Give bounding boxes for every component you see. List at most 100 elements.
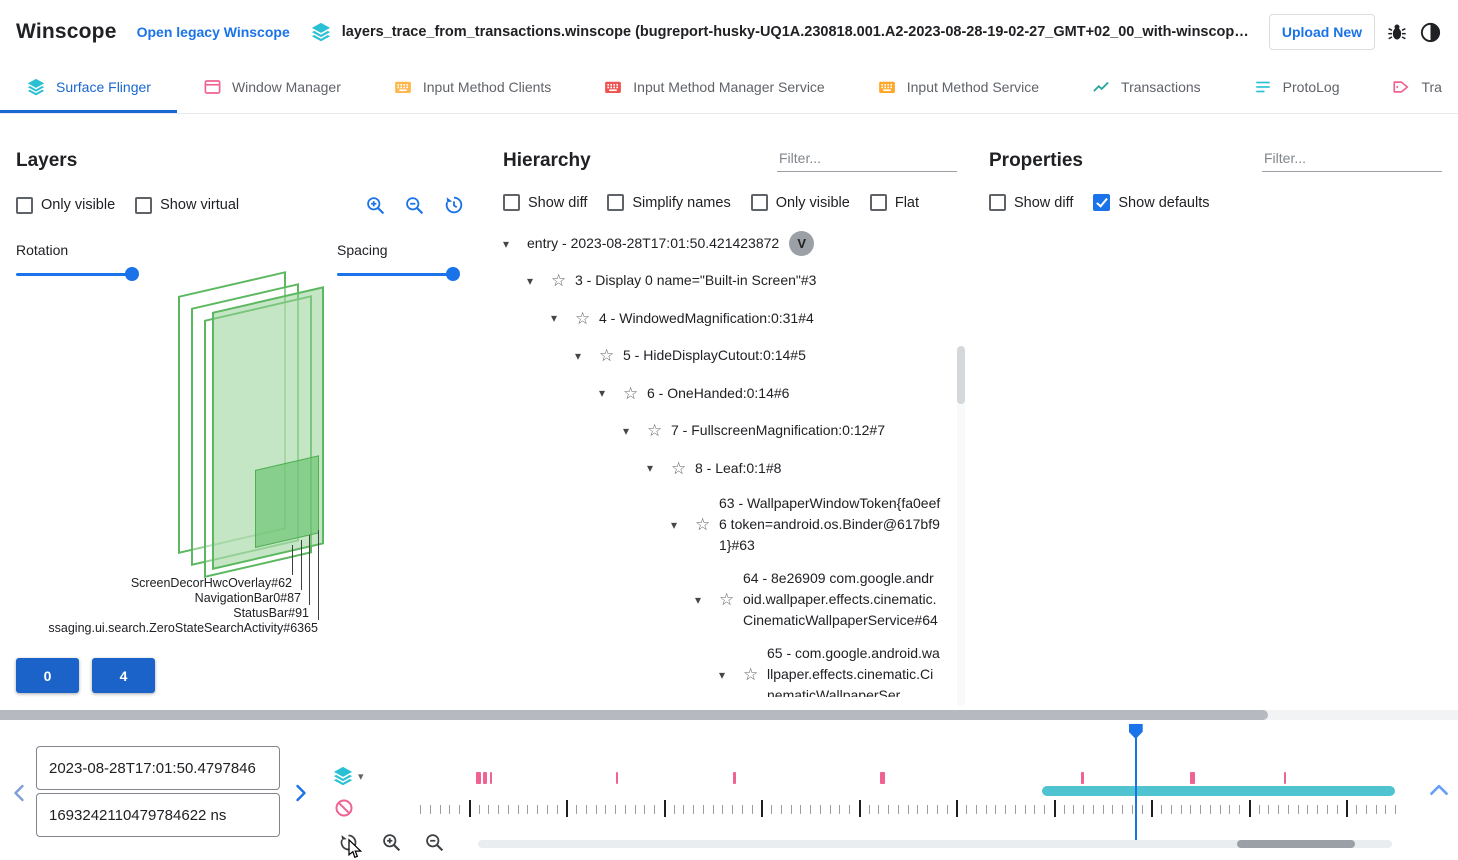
expand-arrow-icon[interactable]: ▾ <box>647 461 654 476</box>
chevron-left-icon[interactable] <box>8 780 32 809</box>
timeline-ruler[interactable] <box>420 800 1396 822</box>
tree-scrollbar-thumb[interactable] <box>957 346 965 404</box>
expand-arrow-icon[interactable]: ▾ <box>503 236 510 251</box>
zoom-in-icon[interactable] <box>365 195 386 216</box>
layers-3d-view[interactable]: ScreenDecorHwcOverlay#62 NavigationBar0#… <box>16 255 471 651</box>
checkbox-simplify-names[interactable]: Simplify names <box>607 194 731 211</box>
tree-node[interactable]: ▾ ☆ 65 - com.google.android.wallpaper.effe… <box>719 637 941 697</box>
timeline-cursor-handle[interactable] <box>1128 724 1143 739</box>
tab-window-manager[interactable]: Window Manager <box>177 64 367 113</box>
slider-track-spacing[interactable] <box>337 267 460 281</box>
expand-arrow-icon[interactable]: ▾ <box>671 517 678 532</box>
ruler-tick <box>468 800 471 817</box>
timeline-event-marker[interactable] <box>1081 772 1085 784</box>
timeline-event-marker[interactable] <box>616 772 618 784</box>
timestamp-ns-field[interactable]: 1693242110479784622 ns <box>36 793 280 837</box>
tree-node[interactable]: ▾ ☆ 3 - Display 0 name="Built-in Screen"#3 <box>527 262 941 300</box>
history-icon[interactable] <box>443 194 465 216</box>
theme-toggle-icon[interactable] <box>1419 21 1442 44</box>
zoom-out-icon[interactable] <box>424 832 445 853</box>
timeline-event-marker[interactable] <box>733 772 736 784</box>
hierarchy-filter-input[interactable] <box>777 145 957 172</box>
checkbox-show-defaults[interactable]: Show defaults <box>1093 194 1209 211</box>
tab-input-method-service[interactable]: Input Method Service <box>851 64 1065 113</box>
ruler-tick <box>683 805 685 814</box>
tree-node[interactable]: ▾ ☆ 5 - HideDisplayCutout:0:14#5 <box>575 337 941 375</box>
tree-node[interactable]: ▾ entry - 2023-08-28T17:01:50.421423872 V <box>503 225 941 262</box>
properties-filter-input[interactable] <box>1262 145 1442 172</box>
layers-sliders: Rotation Spacing <box>16 242 471 281</box>
tab-protolog[interactable]: ProtoLog <box>1227 64 1366 113</box>
timeline-cursor-line[interactable] <box>1134 728 1137 840</box>
slider-thumb[interactable] <box>446 267 460 281</box>
expand-arrow-icon[interactable]: ▾ <box>695 592 702 607</box>
chevron-up-icon[interactable] <box>1426 778 1452 807</box>
tab-surface-flinger[interactable]: Surface Flinger <box>0 64 177 113</box>
star-icon[interactable]: ☆ <box>695 514 711 534</box>
surface-flinger-layers-icon <box>310 22 332 42</box>
timeline-event-marker[interactable] <box>880 772 886 784</box>
slider-thumb[interactable] <box>125 267 139 281</box>
expand-arrow-icon[interactable]: ▾ <box>527 273 534 288</box>
slider-track-rotation[interactable] <box>16 267 139 281</box>
tree-node[interactable]: ▾ ☆ 7 - FullscreenMagnification:0:12#7 <box>623 412 941 450</box>
checkbox-only-visible[interactable]: Only visible <box>16 196 115 214</box>
checkbox-show-diff[interactable]: Show diff <box>989 194 1073 211</box>
tree-node[interactable]: ▾ ☆ 6 - OneHanded:0:14#6 <box>599 375 941 413</box>
chevron-right-icon[interactable] <box>288 780 312 809</box>
bug-icon[interactable] <box>1387 22 1407 42</box>
star-icon[interactable]: ☆ <box>719 589 735 609</box>
tree-node[interactable]: ▾ ☆ 8 - Leaf:0:1#8 <box>647 450 941 488</box>
timeline-event-marker[interactable] <box>1283 772 1286 784</box>
tab-tra[interactable]: Tra <box>1365 64 1458 113</box>
expand-arrow-icon[interactable]: ▾ <box>719 667 726 682</box>
star-icon[interactable]: ☆ <box>671 458 687 478</box>
timeline-event-marker[interactable] <box>475 772 481 784</box>
checkbox-box <box>989 194 1006 211</box>
tree-node[interactable]: ▾ ☆ 4 - WindowedMagnification:0:31#4 <box>551 300 941 338</box>
expand-arrow-icon[interactable]: ▾ <box>551 311 558 326</box>
star-icon[interactable]: ☆ <box>647 421 663 440</box>
checkbox-show-diff[interactable]: Show diff <box>503 194 587 211</box>
timeline-event-marker[interactable] <box>490 772 493 784</box>
star-icon[interactable]: ☆ <box>623 383 639 403</box>
timeline-trace-band[interactable] <box>1042 786 1395 796</box>
checkbox-flat[interactable]: Flat <box>869 194 919 211</box>
checkbox-only-visible[interactable]: Only visible <box>750 194 850 211</box>
timeline-scrollbar[interactable] <box>478 840 1392 848</box>
ruler-tick <box>839 805 841 814</box>
upload-new-button[interactable]: Upload New <box>1268 14 1375 50</box>
open-legacy-link[interactable]: Open legacy Winscope <box>136 24 290 40</box>
caret-down-icon[interactable]: ▾ <box>358 770 364 783</box>
reset-zoom-icon[interactable] <box>338 832 359 853</box>
zoom-in-icon[interactable] <box>381 832 402 853</box>
timeline-track[interactable] <box>420 758 1395 828</box>
tab-transactions[interactable]: Transactions <box>1065 64 1227 113</box>
tab-input-method-manager-service[interactable]: Input Method Manager Service <box>577 64 850 113</box>
main-horizontal-scrollbar-thumb[interactable] <box>0 710 1268 720</box>
layer-id-button-0[interactable]: 0 <box>16 658 79 693</box>
tree-scrollbar[interactable] <box>957 346 965 706</box>
star-icon[interactable]: ☆ <box>599 346 615 365</box>
timeline-event-marker[interactable] <box>483 772 488 784</box>
zoom-out-icon[interactable] <box>404 195 425 216</box>
star-icon[interactable]: ☆ <box>743 664 759 684</box>
timestamp-human-field[interactable]: 2023-08-28T17:01:50.4797846 <box>36 746 280 790</box>
tree-node-label: 65 - com.google.android.wallpaper.effect… <box>767 645 940 697</box>
expand-arrow-icon[interactable]: ▾ <box>623 423 630 438</box>
main-horizontal-scrollbar[interactable] <box>0 710 1458 720</box>
star-icon[interactable]: ☆ <box>551 271 567 290</box>
checkbox-show-virtual[interactable]: Show virtual <box>135 196 239 214</box>
tab-input-method-clients[interactable]: Input Method Clients <box>367 64 577 113</box>
star-icon[interactable]: ☆ <box>575 308 591 328</box>
tree-node[interactable]: ▾ ☆ 63 - WallpaperWindowToken{fa0eef6 toke… <box>671 487 941 562</box>
tree-node[interactable]: ▾ ☆ 64 - 8e26909 com.google.android.wallpa… <box>695 562 941 637</box>
timeline-scrollbar-thumb[interactable] <box>1236 840 1356 848</box>
layer-id-button-4[interactable]: 4 <box>92 658 155 693</box>
trace-selector[interactable]: ▾ <box>332 766 364 786</box>
ruler-tick <box>459 805 460 814</box>
expand-arrow-icon[interactable]: ▾ <box>599 386 606 401</box>
disabled-trace-icon[interactable] <box>334 798 354 823</box>
expand-arrow-icon[interactable]: ▾ <box>575 348 582 363</box>
timeline-event-marker[interactable] <box>1190 772 1196 784</box>
